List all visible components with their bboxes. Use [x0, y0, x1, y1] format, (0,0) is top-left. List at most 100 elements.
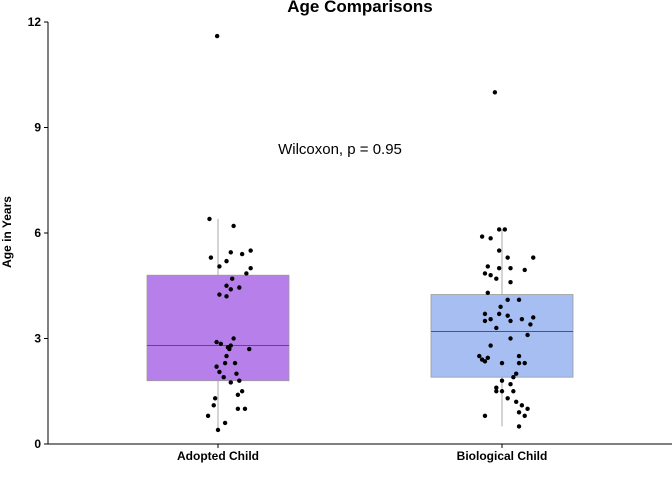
data-point — [482, 271, 488, 276]
data-point — [239, 389, 245, 394]
data-point — [224, 353, 229, 359]
data-point — [235, 392, 241, 397]
data-point — [485, 355, 490, 361]
data-point — [498, 304, 503, 310]
data-point — [531, 315, 536, 320]
data-point — [482, 318, 488, 324]
data-point — [235, 406, 241, 412]
data-point — [231, 336, 236, 341]
data-point — [531, 255, 536, 260]
data-point — [239, 251, 245, 257]
data-point — [234, 371, 239, 376]
data-point — [205, 413, 211, 419]
data-point — [496, 227, 502, 232]
data-point — [479, 234, 485, 239]
data-point — [222, 360, 228, 366]
y-tick-label: 12 — [28, 15, 42, 29]
data-point — [516, 297, 522, 303]
data-point — [211, 403, 216, 408]
data-point — [242, 406, 248, 412]
data-point — [230, 276, 235, 281]
data-point — [522, 267, 527, 273]
y-tick-label: 6 — [34, 226, 41, 240]
data-point — [508, 280, 513, 285]
plot-area: 0 3 6 9 12 Adopted Child Biological Child — [28, 15, 672, 463]
data-point — [519, 316, 525, 322]
chart-title: Age Comparisons — [287, 0, 432, 16]
data-point — [214, 339, 219, 345]
y-tick-label: 3 — [34, 332, 41, 346]
data-point — [519, 403, 525, 408]
data-point — [496, 265, 502, 271]
data-point — [222, 420, 228, 426]
y-tick-label: 9 — [34, 121, 41, 135]
data-point — [496, 311, 502, 317]
data-point — [224, 294, 229, 299]
data-point — [485, 264, 490, 269]
data-point — [224, 283, 229, 288]
data-point — [502, 227, 508, 232]
data-point — [208, 255, 214, 260]
data-point — [508, 336, 513, 341]
data-point — [217, 369, 222, 375]
data-point — [228, 287, 233, 292]
data-point — [494, 325, 499, 331]
data-point — [505, 313, 510, 318]
data-point — [248, 248, 253, 253]
data-point — [525, 332, 530, 338]
data-point — [207, 216, 212, 222]
data-point — [228, 380, 233, 385]
data-point — [488, 316, 493, 322]
data-point — [525, 406, 530, 412]
data-point — [499, 389, 505, 394]
data-point — [221, 374, 226, 380]
data-point — [505, 396, 510, 401]
data-point — [528, 322, 533, 327]
data-point — [247, 346, 252, 352]
data-point — [499, 360, 505, 366]
data-point — [485, 290, 490, 295]
data-point — [508, 318, 513, 324]
box-adopted-child — [146, 274, 290, 382]
data-point — [516, 424, 522, 429]
data-point — [477, 353, 482, 359]
data-point — [499, 378, 505, 383]
data-point — [508, 265, 513, 271]
data-point — [508, 382, 513, 387]
data-point — [492, 90, 498, 95]
data-point — [514, 399, 519, 404]
data-point — [494, 389, 499, 394]
data-point — [227, 346, 232, 352]
data-point — [511, 389, 516, 394]
y-tick-label: 0 — [34, 437, 41, 451]
data-point — [214, 364, 219, 369]
data-point — [488, 273, 493, 278]
data-point — [488, 343, 493, 348]
data-point — [514, 371, 519, 376]
data-point — [516, 410, 522, 415]
data-point — [516, 360, 522, 366]
wilcoxon-annotation: Wilcoxon, p = 0.95 — [278, 141, 402, 158]
data-point — [232, 360, 238, 366]
data-point — [488, 236, 493, 241]
data-point — [496, 248, 502, 253]
data-point — [215, 427, 221, 433]
data-point — [212, 396, 218, 401]
data-point — [237, 285, 242, 290]
data-point — [516, 353, 522, 359]
data-point — [494, 276, 499, 281]
data-point — [505, 297, 510, 303]
data-point — [505, 255, 510, 260]
y-axis-label: Age in Years — [0, 196, 14, 268]
data-point — [231, 223, 236, 229]
data-point — [218, 341, 224, 346]
data-point — [224, 258, 229, 264]
data-point — [522, 413, 527, 419]
data-point — [228, 250, 233, 255]
data-point — [214, 33, 220, 39]
data-point — [482, 359, 488, 364]
data-point — [244, 271, 249, 276]
data-point — [522, 360, 527, 366]
data-point — [248, 265, 253, 271]
